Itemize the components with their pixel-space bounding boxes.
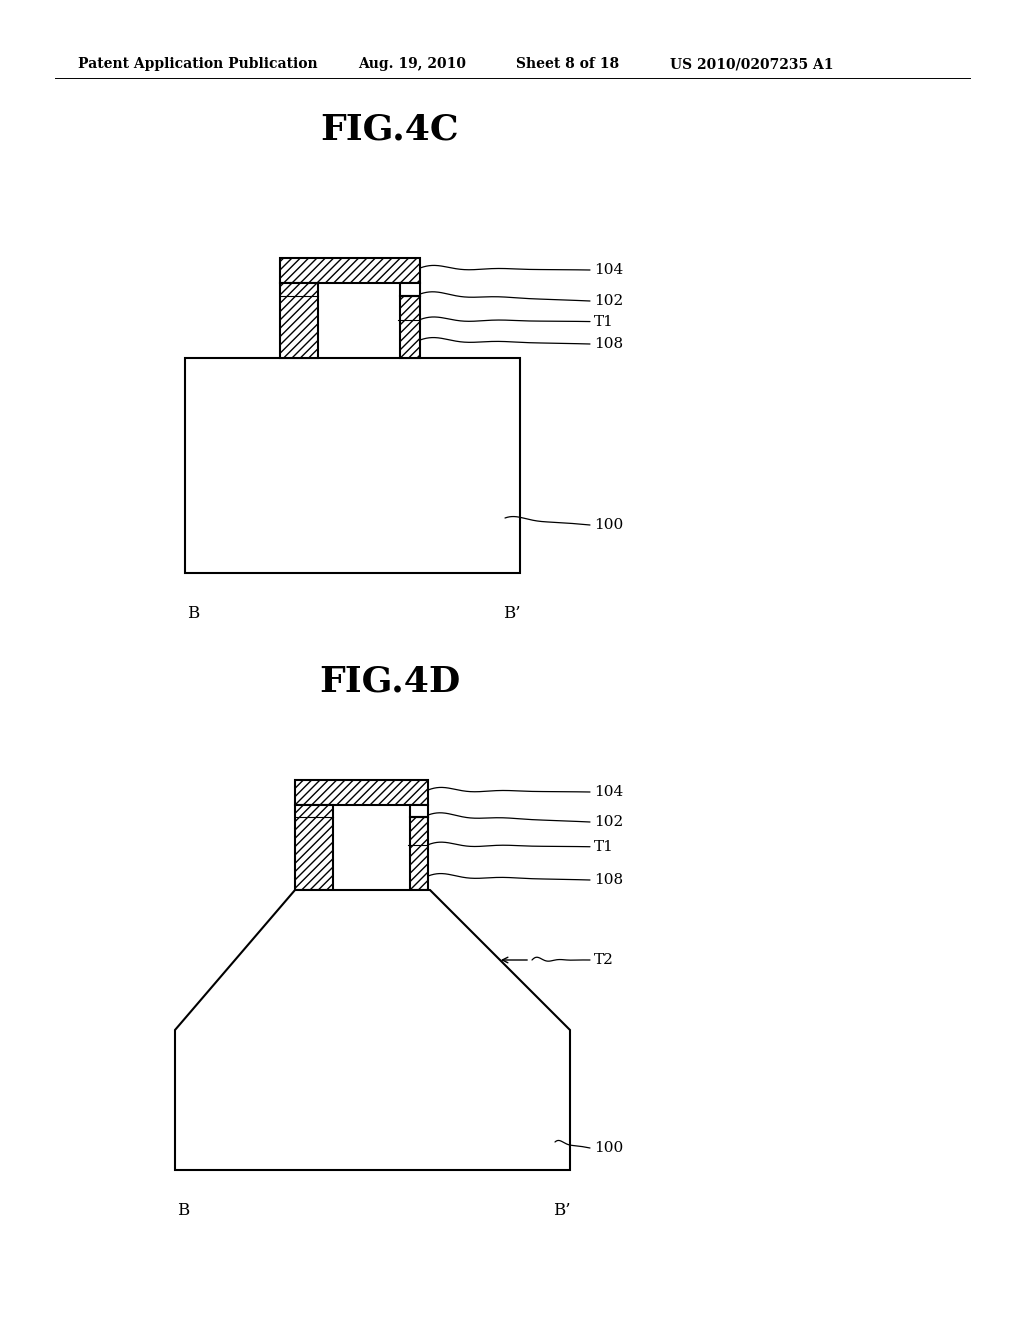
Text: US 2010/0207235 A1: US 2010/0207235 A1 <box>670 57 834 71</box>
Text: 104: 104 <box>594 785 624 799</box>
Text: 100: 100 <box>594 517 624 532</box>
Text: T1: T1 <box>594 840 613 854</box>
Text: 100: 100 <box>594 1140 624 1155</box>
Bar <box>295 805 333 890</box>
Text: FIG.4D: FIG.4D <box>319 665 461 700</box>
Bar <box>295 780 428 805</box>
Text: B’: B’ <box>503 605 521 622</box>
Text: 102: 102 <box>594 294 624 308</box>
Text: T2: T2 <box>594 953 613 968</box>
Bar <box>410 805 428 817</box>
Text: 102: 102 <box>594 814 624 829</box>
Bar <box>280 257 420 282</box>
Text: Aug. 19, 2010: Aug. 19, 2010 <box>358 57 466 71</box>
Bar <box>185 358 520 573</box>
Polygon shape <box>175 890 570 1170</box>
Text: Patent Application Publication: Patent Application Publication <box>78 57 317 71</box>
Text: FIG.4C: FIG.4C <box>321 112 460 147</box>
Text: B: B <box>177 1203 189 1218</box>
Bar <box>280 282 318 358</box>
Text: 108: 108 <box>594 337 624 351</box>
Bar <box>400 296 420 358</box>
Bar <box>400 282 420 296</box>
Text: 108: 108 <box>594 873 624 887</box>
Text: B: B <box>186 605 199 622</box>
Text: T1: T1 <box>594 314 613 329</box>
Text: Sheet 8 of 18: Sheet 8 of 18 <box>516 57 620 71</box>
Text: 104: 104 <box>594 263 624 277</box>
Bar <box>410 817 428 890</box>
Text: B’: B’ <box>553 1203 570 1218</box>
